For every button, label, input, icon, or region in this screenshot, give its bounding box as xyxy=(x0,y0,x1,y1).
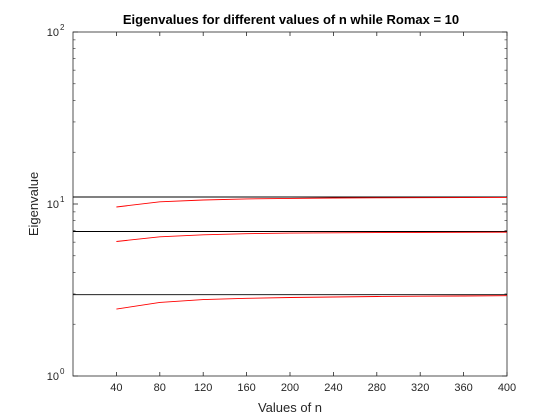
x-tick-label: 120 xyxy=(194,382,212,394)
x-tick-label: 80 xyxy=(154,382,166,394)
eigenvalue-series-3 xyxy=(116,196,508,208)
x-tick-label: 200 xyxy=(281,382,299,394)
eigenvalue-series-5 xyxy=(116,295,508,310)
y-tick-label-exponent: 2 xyxy=(60,23,65,32)
axes-box xyxy=(72,31,508,377)
y-tick-label: 10 xyxy=(47,199,59,211)
eigenvalue-series-4 xyxy=(116,231,508,242)
x-tick-label: 280 xyxy=(368,382,386,394)
x-tick-label: 320 xyxy=(411,382,429,394)
x-tick-label: 360 xyxy=(454,382,472,394)
x-tick-label: 400 xyxy=(498,382,516,394)
y-tick-label: 10 xyxy=(47,27,59,39)
y-tick-label-exponent: 1 xyxy=(60,195,65,204)
x-tick-label: 160 xyxy=(237,382,255,394)
y-tick-label: 10 xyxy=(47,371,59,383)
x-tick-label: 240 xyxy=(324,382,342,394)
x-tick-label: 40 xyxy=(110,382,122,394)
x-axis-label: Values of n xyxy=(258,400,322,415)
chart-title: Eigenvalues for different values of n wh… xyxy=(123,12,459,27)
y-tick-label-exponent: 0 xyxy=(60,367,65,376)
y-axis-label: Eigenvalue xyxy=(26,172,41,236)
